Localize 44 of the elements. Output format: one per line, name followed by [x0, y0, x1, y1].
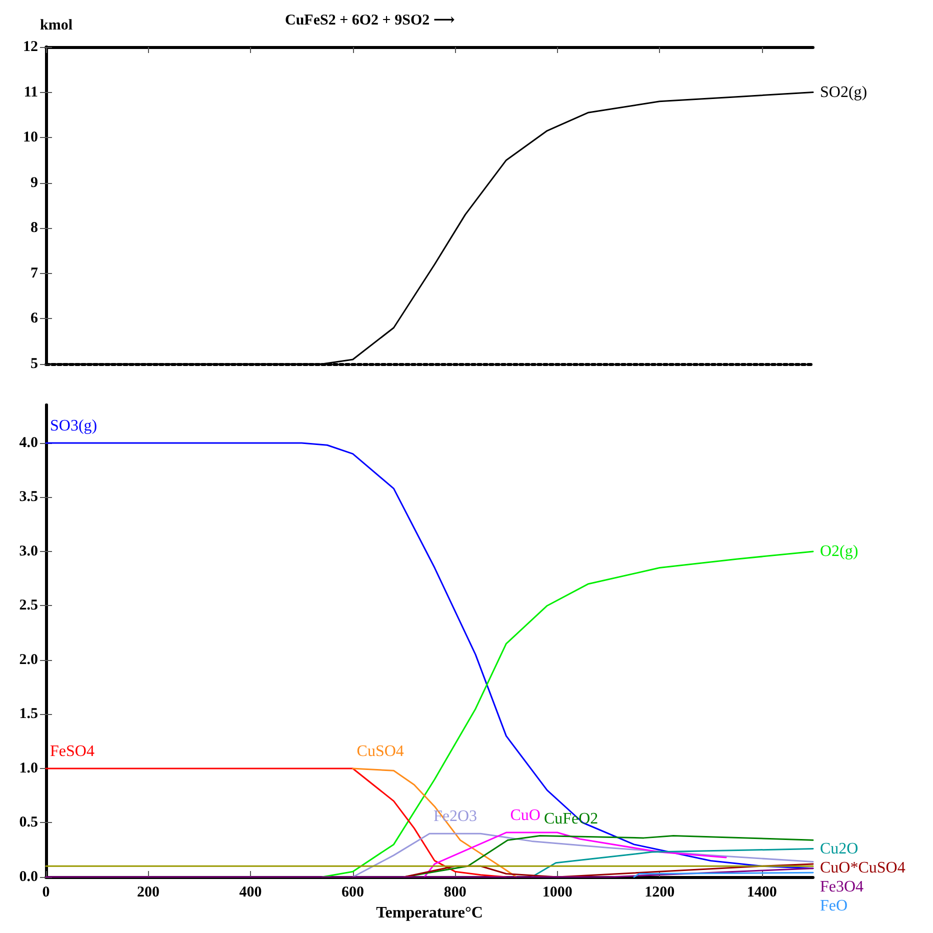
x-tick-label: 200 [137, 884, 160, 900]
y-tick-label: 2.5 [19, 598, 38, 614]
series-label: CuO [510, 807, 540, 824]
chart-title: CuFeS2 + 6O2 + 9SO2 ⟶ [285, 12, 455, 28]
y-tick-label: 6 [30, 310, 38, 327]
series-label: FeSO4 [50, 742, 94, 760]
line-series [424, 832, 727, 878]
series-label: SO2(g) [820, 84, 868, 101]
series-label: SO3(g) [50, 417, 98, 434]
y-tick-label: 12 [23, 39, 38, 55]
line-series [531, 848, 814, 878]
line-series [352, 832, 814, 878]
line-series [403, 863, 814, 878]
y-tick-label: 2.0 [19, 652, 38, 668]
series-label: Cu2O [820, 840, 858, 858]
x-tick-label: 800 [444, 884, 466, 900]
x-tick-label: 400 [239, 884, 262, 900]
series-label: CuO*CuSO4 [820, 859, 906, 876]
x-tick-label: 1000 [542, 884, 572, 900]
y-tick-label: 0.5 [19, 814, 38, 831]
y-tick-label: 3.5 [19, 489, 38, 506]
y-tick-label: 9 [30, 174, 38, 191]
y-tick-label: 3.0 [19, 543, 38, 560]
y-tick-label: 0.0 [19, 869, 38, 885]
y-axis-title: kmol [40, 18, 73, 34]
y-tick-label: 1.0 [19, 760, 38, 776]
x-tick-label: 0 [42, 884, 50, 900]
y-tick-label: 5 [30, 356, 38, 372]
y-tick-label: 4.0 [19, 434, 38, 451]
x-tick-label: 600 [342, 884, 364, 900]
y-tick-label: 1.5 [19, 706, 38, 722]
series-label: CuSO4 [356, 742, 404, 760]
series-label: Fe3O4 [820, 878, 864, 896]
line-series [321, 550, 814, 878]
series-label: O2(g) [820, 542, 858, 560]
y-tick-label: 8 [30, 220, 38, 236]
line-series [45, 768, 507, 878]
x-axis-title: Temperature°C [376, 904, 483, 922]
y-tick-label: 7 [30, 265, 38, 282]
series-label: FeO [820, 897, 848, 914]
y-tick-label: 11 [24, 84, 38, 100]
x-tick-label: 1400 [746, 884, 777, 900]
x-tick-label: 1200 [644, 884, 675, 900]
y-tick-label: 10 [23, 130, 38, 146]
